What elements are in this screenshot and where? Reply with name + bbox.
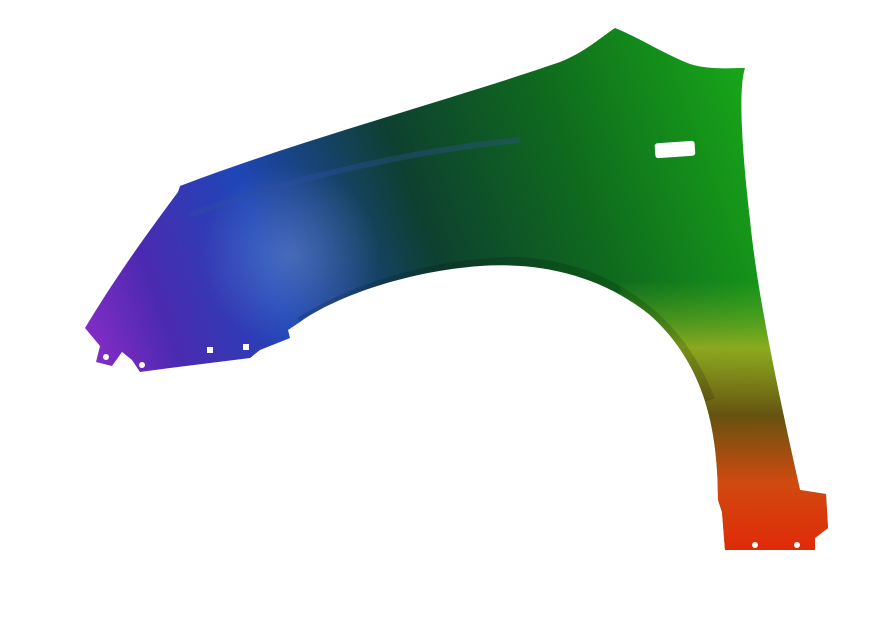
bracket-hole xyxy=(752,542,758,548)
bracket-hole xyxy=(139,362,145,368)
bracket-hole xyxy=(103,354,109,360)
bracket-hole xyxy=(794,542,800,548)
bracket-hole xyxy=(243,344,249,350)
bracket-hole xyxy=(207,347,213,353)
fender-slot-hole xyxy=(654,140,696,159)
